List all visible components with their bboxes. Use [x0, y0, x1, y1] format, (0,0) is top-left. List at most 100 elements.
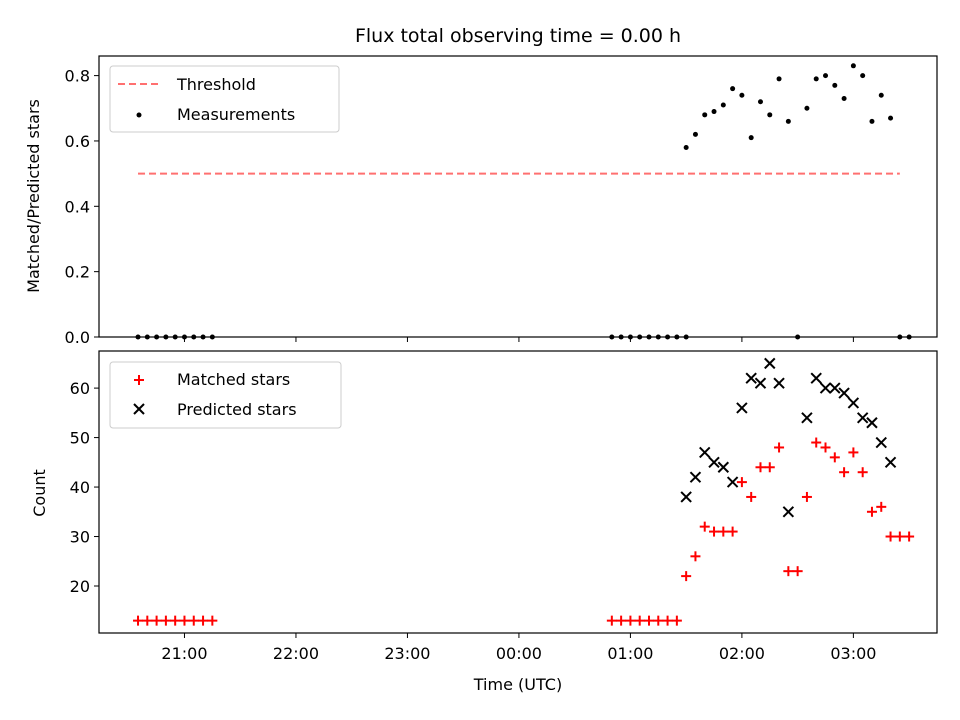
predicted-point — [736, 402, 748, 414]
measurement-point — [832, 82, 838, 88]
legend-matched-label: Matched stars — [177, 370, 290, 389]
matched-point — [783, 566, 794, 577]
matched-point — [736, 477, 747, 488]
matched-point — [727, 526, 738, 537]
top-plot: 0.0 0.2 0.4 0.6 0.8 — [65, 55, 938, 347]
matched-point — [142, 615, 153, 626]
legend-measurements-swatch — [136, 112, 142, 118]
matched-point — [876, 501, 887, 512]
predicted-point — [884, 456, 897, 469]
matched-point — [616, 615, 627, 626]
matched-point — [662, 615, 673, 626]
bottom-y-tick-label: 50 — [70, 429, 90, 448]
measurement-point — [776, 76, 782, 82]
predicted-point — [726, 476, 739, 488]
measurement-point — [785, 118, 791, 124]
matched-point — [671, 615, 682, 626]
matched-point — [198, 615, 209, 626]
measurement-point — [850, 63, 856, 69]
measurement-point — [860, 73, 866, 79]
matched-point — [699, 521, 710, 532]
measurement-point — [804, 105, 810, 111]
measurement-point — [823, 73, 829, 79]
matched-point — [801, 491, 812, 502]
matched-point — [160, 615, 171, 626]
bottom-y-axis-label: Count — [30, 469, 49, 517]
matched-point — [848, 447, 859, 458]
legend-bottom-box — [109, 361, 342, 429]
legend-matched-swatch — [134, 375, 144, 385]
predicted-point — [708, 456, 720, 469]
matched-point — [709, 526, 720, 537]
measurement-point — [711, 109, 717, 115]
measurement-point — [720, 102, 726, 108]
predicted-point — [838, 387, 850, 399]
bottom-y-tick-label: 20 — [70, 577, 90, 596]
predicted-point — [745, 372, 757, 384]
matched-point — [151, 615, 162, 626]
predicted-point — [717, 461, 730, 473]
matched-point — [894, 531, 905, 542]
bottom-plot-frame — [98, 350, 938, 634]
matched-point — [207, 615, 218, 626]
measurement-point — [692, 131, 698, 137]
bottom-y-tick-label: 40 — [70, 478, 90, 497]
matched-point — [885, 531, 896, 542]
measurement-point — [730, 86, 736, 92]
x-tick-label: 03:00 — [830, 644, 876, 663]
chart-title: Flux total observing time = 0.00 h — [355, 25, 681, 47]
top-y-axis-label: Matched/Predicted stars — [24, 99, 43, 293]
x-tick-label: 00:00 — [496, 644, 542, 663]
measurement-point — [888, 115, 894, 121]
matched-point — [820, 442, 831, 453]
bottom-y-tick-label: 60 — [70, 379, 90, 398]
bottom-series-1 — [680, 357, 897, 518]
matched-point — [690, 551, 701, 562]
predicted-point — [782, 506, 795, 518]
matched-point — [170, 615, 181, 626]
matched-point — [866, 506, 877, 517]
predicted-point — [866, 417, 878, 429]
matched-point — [133, 615, 144, 626]
legend-top: Threshold Measurements — [109, 65, 340, 133]
top-y-tick-label: 0.0 — [65, 328, 90, 347]
matched-point — [764, 462, 775, 473]
predicted-point — [764, 357, 776, 370]
legend-predicted-label: Predicted stars — [177, 400, 297, 419]
matched-point — [774, 442, 785, 453]
measurement-point — [878, 92, 884, 98]
predicted-point — [847, 397, 860, 409]
predicted-point — [699, 446, 711, 459]
bottom-y-tick-label: 30 — [70, 528, 90, 547]
matched-point — [681, 571, 692, 582]
matched-point — [643, 615, 654, 626]
predicted-point — [856, 412, 869, 424]
predicted-point — [810, 372, 822, 384]
matched-point — [829, 452, 840, 463]
matched-point — [811, 437, 822, 448]
matched-point — [857, 467, 868, 478]
x-tick-label: 22:00 — [273, 644, 319, 663]
predicted-point — [801, 412, 813, 424]
x-tick-label: 21:00 — [161, 644, 207, 663]
legend-measurements-label: Measurements — [177, 105, 295, 124]
predicted-point — [875, 436, 887, 449]
measurement-point — [767, 112, 773, 118]
x-tick-label: 01:00 — [607, 644, 653, 663]
matched-point — [718, 526, 729, 537]
predicted-point — [689, 471, 702, 483]
measurement-point — [813, 76, 819, 82]
legend-threshold-label: Threshold — [176, 75, 256, 94]
matched-point — [904, 531, 915, 542]
predicted-point — [819, 382, 832, 394]
top-y-tick-label: 0.2 — [65, 263, 90, 282]
bottom-plot: 21:00 22:00 23:00 00:00 01:00 02:00 03:00 20 30 4… — [70, 350, 938, 663]
legend-top-box — [109, 65, 340, 133]
predicted-point — [773, 377, 785, 389]
measurement-point — [739, 92, 745, 98]
matched-point — [625, 615, 636, 626]
top-y-tick-label: 0.8 — [65, 67, 90, 86]
matched-point — [755, 462, 766, 473]
matched-point — [188, 615, 199, 626]
